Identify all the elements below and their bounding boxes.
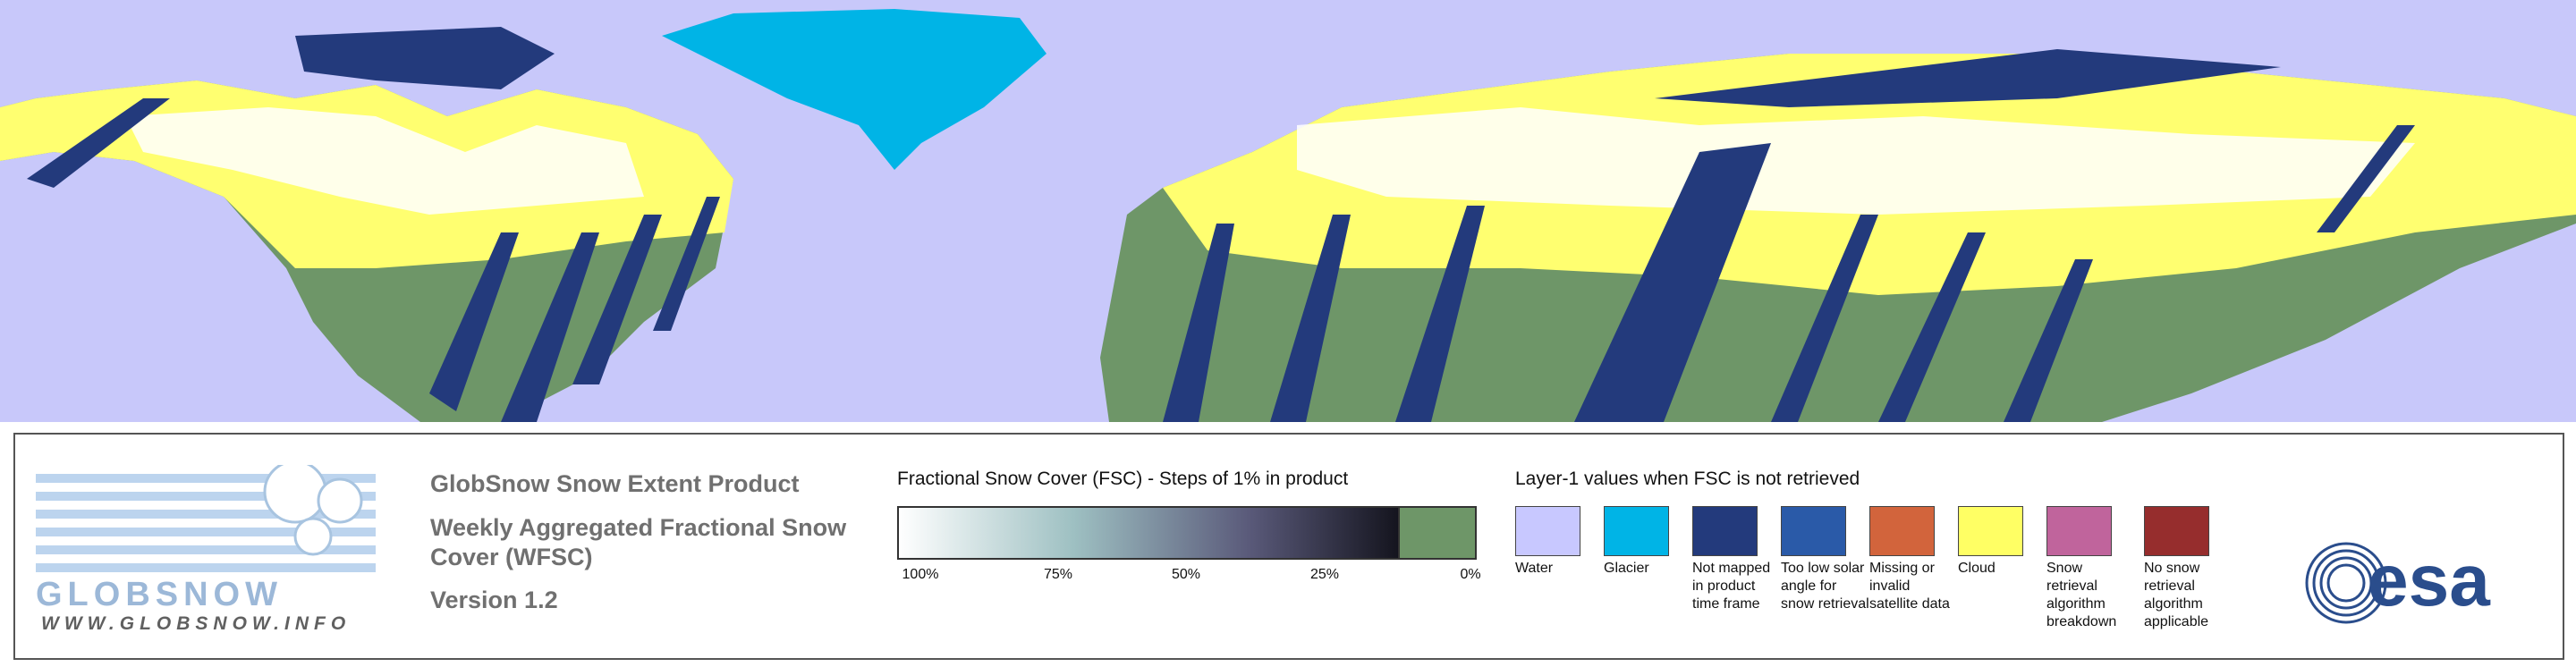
legend-swatch [1781,506,1846,556]
legend-label: Missing or invalid satellite data [1869,561,1950,612]
legend-swatch [1515,506,1580,556]
legend-swatch [1692,506,1758,556]
product-version: Version 1.2 [430,587,558,613]
logo-name: GLOBSNOW [36,576,283,613]
legend-label: Cloud [1958,561,1996,576]
legend-swatch [2046,506,2112,556]
fsc-tick-label: 50% [1171,567,1201,582]
product-title: GlobSnow Snow Extent Product [430,470,800,497]
globsnow-logo [36,465,376,572]
legend-label: Not mapped in product time frame [1692,561,1771,612]
product-subtitle: Weekly Aggregated Fractional Snow Cover … [430,514,847,570]
esa-text: esa [2368,541,2491,621]
fsc-legend-title: Fractional Snow Cover (FSC) - Steps of 1… [897,469,1349,489]
fsc-tick-label: 0% [1460,567,1481,582]
fsc-tick-label: 100% [902,567,939,582]
legend-label: No snow retrieval algorithm applicable [2144,561,2209,629]
legend-label: Too low solar angle for snow retrieval [1781,561,1869,612]
legend-swatch [1869,506,1935,556]
legend-swatch [1958,506,2023,556]
layer1-legend-title: Layer-1 values when FSC is not retrieved [1515,469,1860,489]
logo-url: WWW.GLOBSNOW.INFO [41,613,352,634]
legend-swatch [2144,506,2209,556]
snow-map [0,0,2576,422]
fsc-tick-label: 25% [1309,567,1340,582]
legend-label: Glacier [1604,561,1649,576]
legend-label: Water [1515,561,1554,576]
legend-swatch [1604,506,1669,556]
legend-label: Snow retrieval algorithm breakdown [2046,561,2117,629]
fsc-color-bar [897,506,1477,560]
esa-logo: esa [2305,541,2491,624]
legend-panel [13,433,2564,660]
fsc-tick-label: 75% [1043,567,1073,582]
